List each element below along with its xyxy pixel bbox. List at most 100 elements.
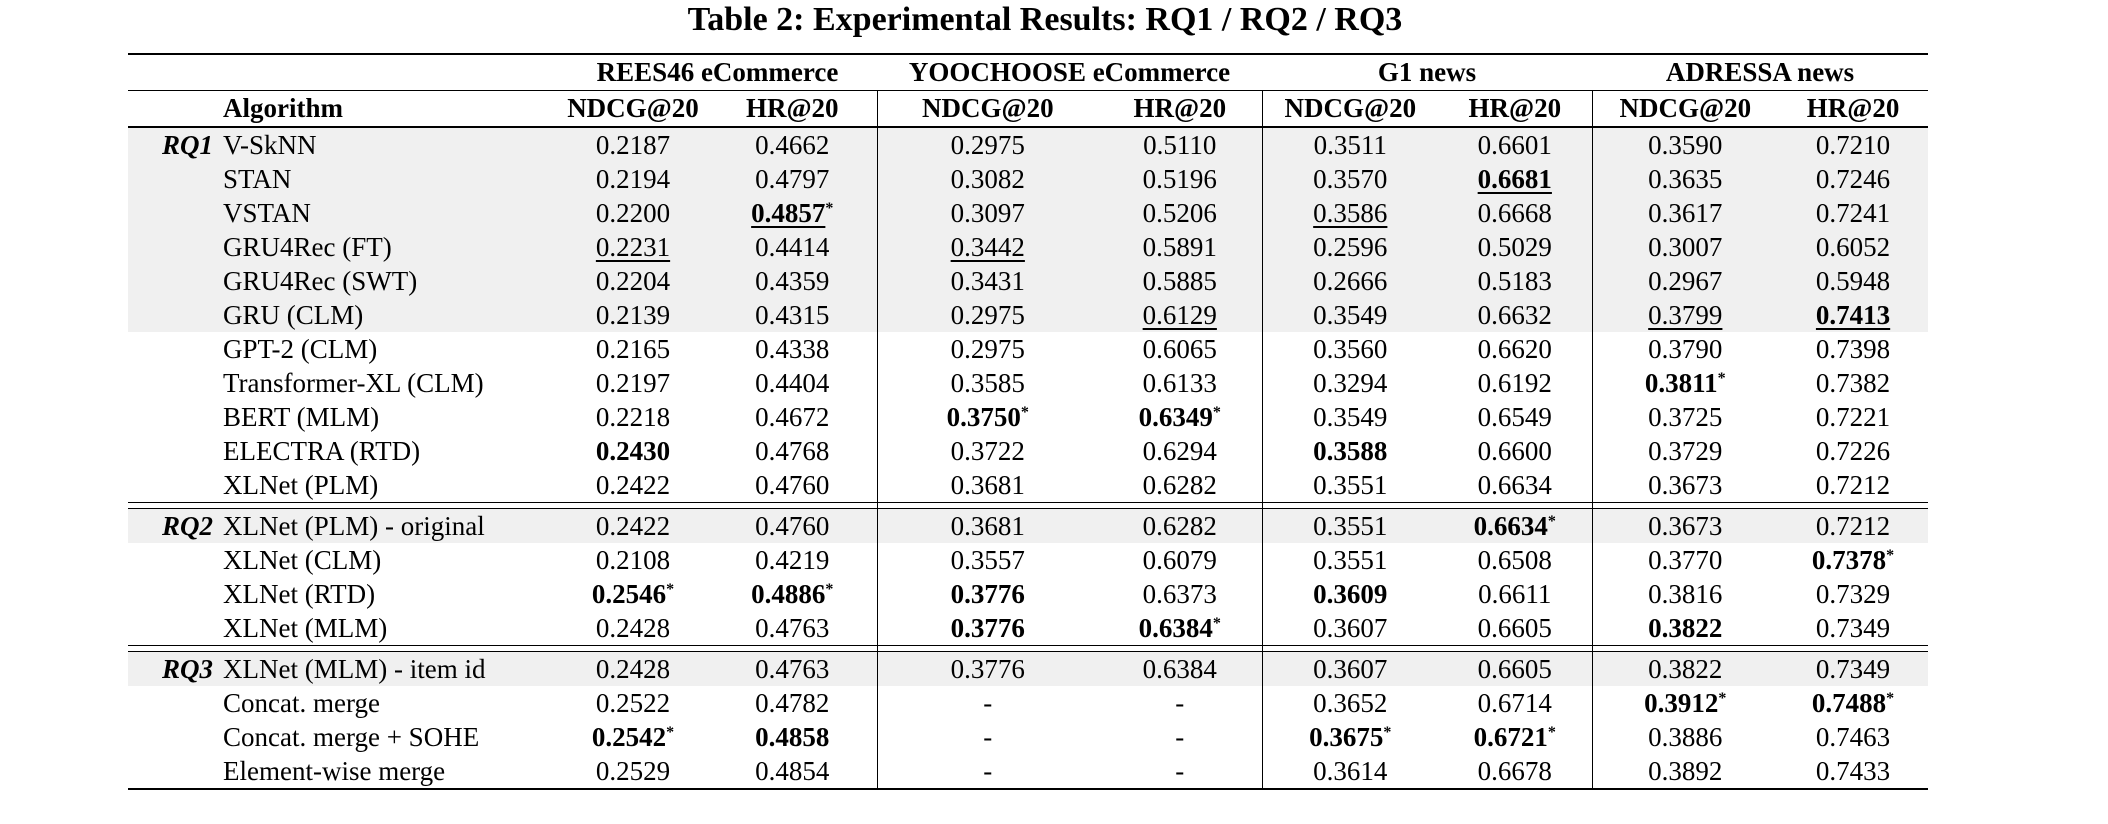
metric-value: 0.7221 xyxy=(1815,402,1891,432)
table-row: STAN 0.2194 0.4797 0.3082 0.5196 0.3570 0.6681… xyxy=(128,162,1929,196)
metric-value: 0.7378 xyxy=(1811,545,1887,575)
rq-label: RQ3 xyxy=(128,651,223,686)
metric-value: 0.7488 xyxy=(1811,688,1887,718)
metric-value: 0.3607 xyxy=(1313,654,1388,684)
metric-value: - xyxy=(1175,722,1185,752)
metric-value-cell: 0.6601 xyxy=(1438,127,1593,162)
significance-star: * xyxy=(1547,724,1556,741)
metric-value: 0.6601 xyxy=(1477,130,1552,160)
metric-value: 0.6681 xyxy=(1477,164,1552,194)
metric-value: 0.4782 xyxy=(755,688,830,718)
metric-value: 0.2204 xyxy=(595,266,671,296)
table-row: XLNet (PLM) 0.2422 0.4760 0.3681 0.6282 0.355… xyxy=(128,468,1928,503)
algorithm-name: Transformer-XL (CLM) xyxy=(223,368,484,398)
metric-value-cell: 0.2529 xyxy=(558,754,708,789)
metric-value: 0.3822 xyxy=(1648,654,1723,684)
metric-value: 0.7241 xyxy=(1815,198,1891,228)
metric-value-cell: 0.3607 xyxy=(1262,651,1439,686)
metric-value-cell: 0.2108 xyxy=(558,543,708,577)
table-row: XLNet (CLM) 0.2108 0.4219 0.3557 0.6079 0.355… xyxy=(128,543,1928,577)
rq-label-empty xyxy=(128,298,223,332)
algorithm-name: Element-wise merge xyxy=(223,756,446,786)
metric-value-cell: 0.2522 xyxy=(558,686,708,720)
algorithm-name: XLNet (PLM) - original xyxy=(223,508,558,543)
metric-value: 0.6294 xyxy=(1142,436,1217,466)
metric-value: 0.2139 xyxy=(595,300,671,330)
metric-value: 0.3570 xyxy=(1313,164,1388,194)
rq-label: RQ2 xyxy=(128,508,223,543)
metric-value: 0.3912 xyxy=(1644,688,1719,718)
metric-value: 0.6721 xyxy=(1473,722,1548,752)
metric-header-ndcg-yoochoose: NDCG@20 xyxy=(877,90,1099,128)
metric-value: 0.3799 xyxy=(1648,300,1723,330)
algorithm-name: GRU4Rec (FT) xyxy=(223,230,558,264)
metric-value: - xyxy=(983,722,993,752)
metric-value-cell: 0.3790 xyxy=(1592,332,1778,366)
metric-value-cell: 0.3776 xyxy=(877,611,1098,646)
metric-value: 0.6611 xyxy=(1478,579,1552,609)
metric-value: 0.5891 xyxy=(1142,232,1217,262)
metric-value-cell: 0.3673 xyxy=(1592,508,1779,543)
metric-value: 0.2197 xyxy=(595,368,671,398)
rq-label-empty xyxy=(128,577,223,611)
rq-label-empty xyxy=(128,754,223,789)
metric-value: 0.3551 xyxy=(1313,545,1388,575)
rq-label-empty xyxy=(128,366,223,400)
table-body: RQ1 V-SkNN 0.2187 0.4662 0.2975 0.5110 0.3511 0… xyxy=(128,127,1929,789)
metric-value: 0.4858 xyxy=(755,722,830,752)
section-separator-cell xyxy=(708,502,878,509)
metric-value: 0.3790 xyxy=(1648,334,1723,364)
metric-value-cell: 0.4315 xyxy=(708,298,878,332)
metric-value-cell: 0.2975 xyxy=(877,298,1099,332)
metric-value: 0.5183 xyxy=(1477,266,1552,296)
metric-value: 0.4662 xyxy=(755,130,830,160)
metric-value: 0.4359 xyxy=(755,266,830,296)
metric-value: - xyxy=(983,688,993,718)
metric-value-cell: 0.5029 xyxy=(1438,230,1593,264)
metric-value: 0.7433 xyxy=(1815,756,1891,786)
metric-value: 0.3725 xyxy=(1648,402,1723,432)
results-table: REES46 eCommerce YOOCHOOSE eCommerce G1 … xyxy=(128,53,1929,790)
metric-value: 0.4797 xyxy=(755,164,830,194)
metric-value-cell: 0.6620 xyxy=(1438,332,1593,366)
metric-value: 0.3675 xyxy=(1309,722,1384,752)
metric-value-cell: 0.7212 xyxy=(1778,468,1928,503)
metric-value-cell: 0.6079 xyxy=(1098,543,1263,577)
metric-value: 0.2428 xyxy=(595,613,671,643)
metric-value: 0.6508 xyxy=(1477,545,1552,575)
metric-value: 0.3886 xyxy=(1648,722,1723,752)
metric-value-cell: 0.3912* xyxy=(1592,686,1778,720)
metric-value-cell: 0.3551 xyxy=(1262,468,1438,503)
metric-value: 0.4857 xyxy=(751,198,826,228)
metric-value: 0.3511 xyxy=(1313,130,1387,160)
metric-value: 0.6052 xyxy=(1815,232,1891,262)
metric-value-cell: 0.4858 xyxy=(708,720,878,754)
section-separator-cell xyxy=(1262,645,1439,652)
significance-star: * xyxy=(1886,547,1895,564)
metric-value-cell: 0.2165 xyxy=(558,332,708,366)
metric-value: 0.7413 xyxy=(1815,300,1891,330)
metric-value: 0.4763 xyxy=(755,613,830,643)
metric-value: 0.7212 xyxy=(1815,470,1891,500)
algorithm-name: XLNet (MLM) xyxy=(223,613,388,643)
metric-value-cell: 0.6721* xyxy=(1438,720,1593,754)
metric-value: 0.4404 xyxy=(755,368,830,398)
metric-value: 0.6678 xyxy=(1477,756,1552,786)
metric-value: 0.6634 xyxy=(1477,470,1552,500)
metric-value: 0.6605 xyxy=(1477,613,1552,643)
metric-value: 0.6549 xyxy=(1477,402,1552,432)
metric-value-cell: 0.3588 xyxy=(1262,434,1438,468)
table-row: VSTAN 0.2200 0.4857* 0.3097 0.5206 0.3586 0.66… xyxy=(128,196,1929,230)
metric-value-cell: 0.7488* xyxy=(1778,686,1928,720)
metric-value: 0.6282 xyxy=(1142,511,1217,541)
metric-value: 0.2422 xyxy=(595,511,671,541)
section-separator-row xyxy=(128,645,1929,652)
algorithm-name: GRU4Rec (SWT) xyxy=(223,264,558,298)
metric-value-cell: 0.6129 xyxy=(1098,298,1263,332)
metric-value-cell: 0.2430 xyxy=(558,434,708,468)
algorithm-name: XLNet (RTD) xyxy=(223,579,376,609)
rq-label: RQ1 xyxy=(128,127,223,162)
metric-value-cell: 0.6192 xyxy=(1438,366,1593,400)
algorithm-name: Concat. merge + SOHE xyxy=(223,722,480,752)
